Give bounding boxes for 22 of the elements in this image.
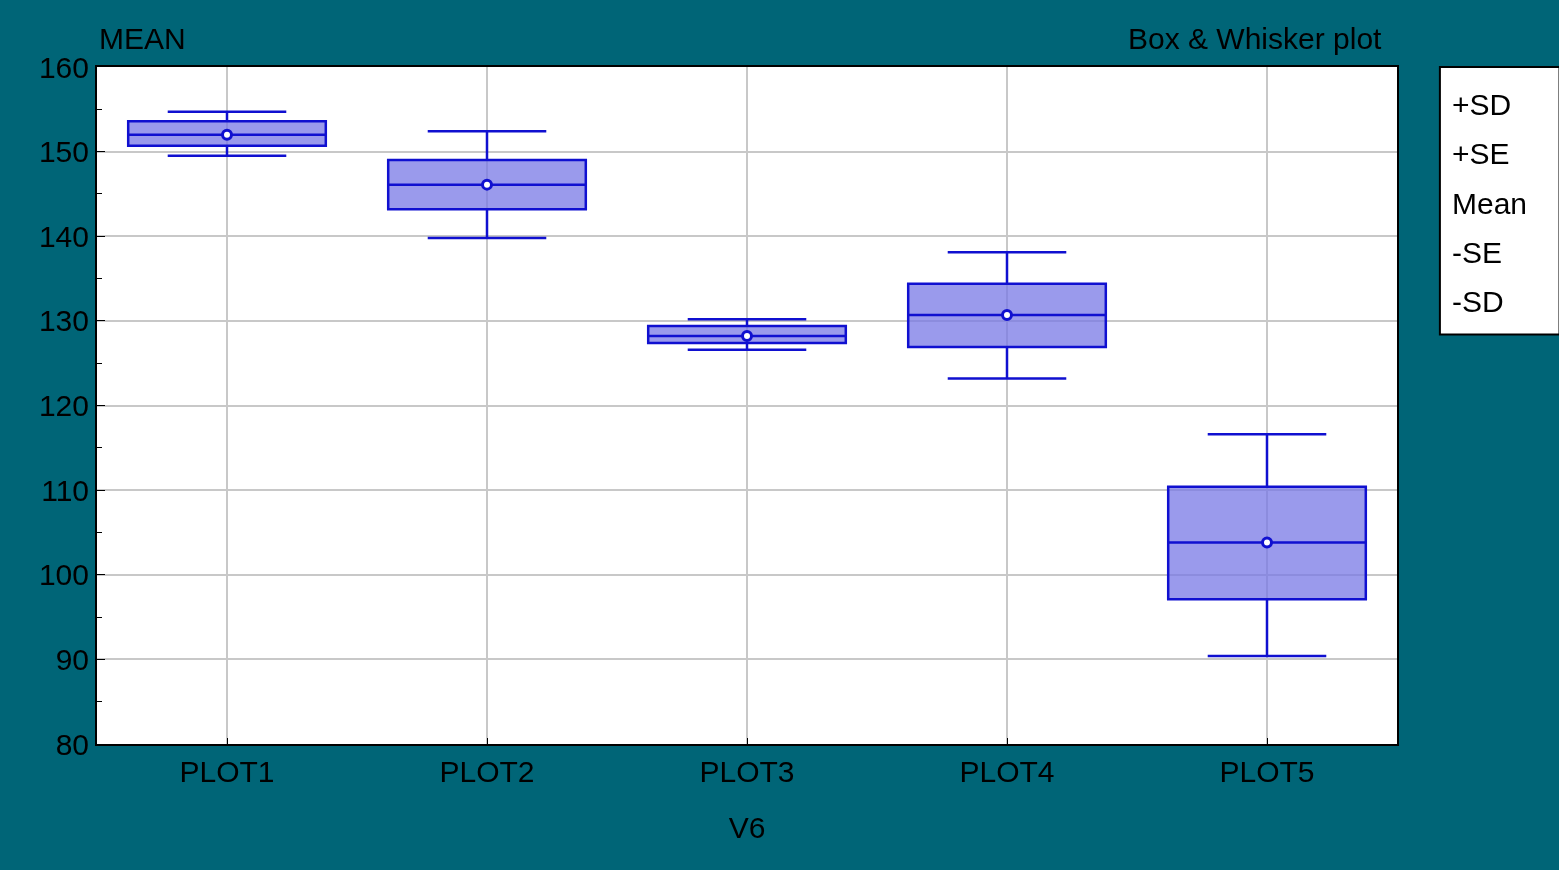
x-axis-title: V6	[728, 811, 766, 844]
text: -SE	[1452, 236, 1503, 269]
y-tick-label: 110	[41, 473, 89, 507]
y-tick-label: 150	[38, 135, 89, 169]
y-tick-label: 130	[38, 304, 89, 338]
chart-title: Box & Whisker plot	[1128, 22, 1383, 55]
text: +SD	[1452, 88, 1512, 121]
x-tick-label: PLOT4	[959, 755, 1055, 788]
y-tick-label: 90	[55, 642, 89, 676]
x-tick-label: PLOT5	[1219, 755, 1315, 788]
x-tick-label: PLOT1	[179, 755, 275, 788]
x-tick-label: PLOT2	[439, 755, 535, 788]
y-tick-label: 100	[38, 558, 89, 592]
y-tick-label: 80	[55, 727, 89, 761]
y-axis-title: MEAN	[99, 22, 186, 55]
text: -SD	[1452, 285, 1504, 318]
x-tick-label: PLOT3	[699, 755, 795, 788]
y-tick-label: 120	[38, 389, 89, 422]
y-tick-label: 140	[38, 219, 89, 253]
text: Mean	[1452, 187, 1528, 220]
y-tick-label: 160	[38, 50, 89, 84]
text: +SE	[1452, 137, 1510, 170]
